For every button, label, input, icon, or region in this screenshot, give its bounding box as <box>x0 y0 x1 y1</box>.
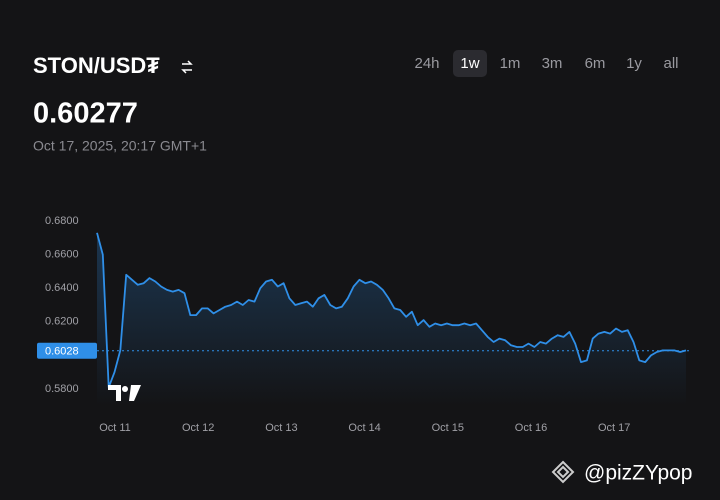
tradingview-logo <box>108 385 141 401</box>
plot: 0.5800 0.6200 0.6400 0.6600 0.6800 Oct 11 Oct … <box>37 215 690 434</box>
x-tick-label: Oct 11 <box>99 422 131 434</box>
x-tick-label: Oct 17 <box>598 422 630 434</box>
x-tick-label: Oct 13 <box>265 422 297 434</box>
pair: STON/USD₮ <box>33 53 160 78</box>
x-tick-label: Oct 12 <box>182 422 214 434</box>
watermark: @pizZYpop <box>584 462 692 485</box>
last-price-label: 0.6028 <box>45 346 79 358</box>
range-button[interactable]: 3m <box>542 55 563 72</box>
y-tick-label: 0.6200 <box>45 316 79 328</box>
y-tick-label: 0.6600 <box>45 249 79 261</box>
x-tick-label: Oct 14 <box>348 422 380 434</box>
area <box>97 232 686 406</box>
x-tick-label: Oct 15 <box>432 422 464 434</box>
range-selector: 24h 1w 1m 3m 6m 1y all <box>414 50 679 77</box>
price: 0.60277 <box>33 98 138 130</box>
range-button[interactable]: all <box>663 55 678 72</box>
y-tick-label: 0.5800 <box>45 383 79 395</box>
last-price-badge <box>37 342 97 359</box>
binance-logo <box>551 460 575 484</box>
range-button[interactable]: 1w <box>460 55 479 72</box>
timestamp: Oct 17, 2025, 20:17 GMT+1 <box>33 138 207 154</box>
x-tick-label: Oct 16 <box>515 422 547 434</box>
range-selected-bg <box>453 50 487 77</box>
y-tick-label: 0.6800 <box>45 215 79 227</box>
range-button[interactable]: 1y <box>626 55 642 72</box>
y-tick-label: 0.6400 <box>45 282 79 294</box>
range-button[interactable]: 24h <box>414 55 439 72</box>
swap-icon[interactable] <box>181 60 193 74</box>
price-line <box>96 232 687 389</box>
range-button[interactable]: 1m <box>500 55 521 72</box>
range-button[interactable]: 6m <box>585 55 606 72</box>
